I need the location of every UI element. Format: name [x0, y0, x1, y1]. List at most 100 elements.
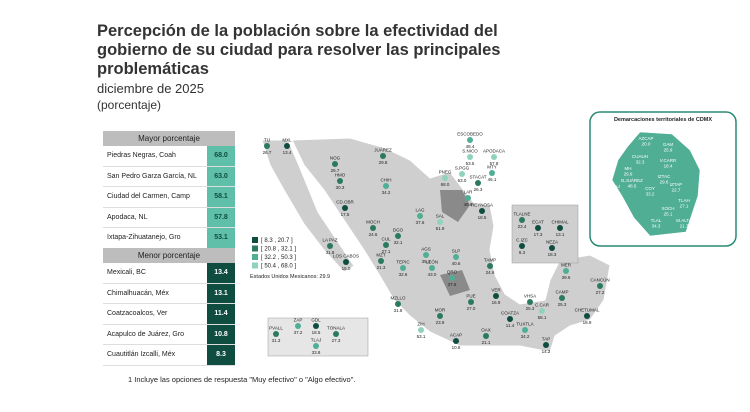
city-marker — [507, 316, 513, 322]
city-label: CHIMAL — [551, 220, 568, 225]
city-label: LA PAZ — [323, 238, 338, 243]
city-label: DGO — [393, 228, 404, 233]
district-label: V.CARR — [660, 158, 677, 163]
city-marker — [342, 205, 348, 211]
city-label: MXL — [282, 138, 292, 143]
city-marker — [273, 331, 279, 337]
district-value: 29.6 — [660, 180, 669, 185]
bottom-table: Menor porcentaje Mexicali, BC 13.4 Chimalhu… — [103, 248, 235, 366]
city-label: TLAJ — [311, 338, 322, 343]
city-label: MZT — [376, 253, 385, 258]
table-header: Menor porcentaje — [103, 248, 235, 263]
city-name: Ciudad del Carmen, Camp — [107, 193, 190, 201]
city-value: 63.0 — [458, 178, 467, 183]
city-label: TLALNE — [513, 212, 530, 217]
city-name: Cuautitlán Izcalli, Méx — [107, 351, 176, 359]
city-value: 63.0 — [207, 166, 235, 186]
city-value: 18.9 — [583, 320, 592, 325]
district-label: M.ALTA — [676, 218, 692, 223]
district-value: 25.9 — [664, 148, 673, 153]
city-label: TUXTLA — [516, 322, 533, 327]
city-label: NEZA — [546, 240, 558, 245]
city-value: 17.5 — [341, 212, 350, 217]
city-label: COATZA — [501, 311, 519, 316]
city-marker — [557, 225, 563, 231]
city-label: LAG — [415, 208, 425, 213]
city-name: Coatzacoalcos, Ver — [107, 310, 168, 318]
city-value: 40.6 — [452, 261, 461, 266]
city-marker — [491, 154, 497, 160]
city-marker — [437, 313, 443, 319]
table-row: Piedras Negras, Coah 68.0 — [103, 146, 235, 167]
cdmx-shape — [611, 131, 701, 237]
city-name: Apodaca, NL — [107, 213, 148, 221]
city-label: CHIH — [381, 178, 392, 183]
city-label: MTY — [487, 165, 497, 170]
city-value: 37.5 — [448, 282, 457, 287]
city-marker — [378, 258, 384, 264]
table-header: Mayor porcentaje — [103, 131, 235, 146]
city-value: 58.1 — [207, 187, 235, 207]
city-name: Ixtapa-Zihuatanejo, Gro — [107, 234, 181, 242]
city-value: 13.4 — [283, 150, 292, 155]
city-label: TAMP — [484, 258, 496, 263]
district-label: B.JUÁREZ — [621, 177, 643, 183]
city-marker — [327, 243, 333, 249]
city-marker — [453, 254, 459, 260]
city-marker — [383, 183, 389, 189]
district-value: 33.5 — [610, 190, 619, 195]
city-value: 34.2 — [521, 334, 530, 339]
legend-label: [ 32.2 , 50.3 ] — [261, 255, 296, 261]
city-label: TIJ — [264, 138, 270, 143]
city-marker — [465, 195, 471, 201]
city-value: 46.1 — [488, 177, 497, 182]
city-marker — [332, 161, 338, 167]
district-label: AZCAP — [638, 136, 653, 141]
city-value: 68.0 — [441, 182, 450, 187]
city-marker — [264, 143, 270, 149]
city-label: CHETUMAL — [575, 308, 600, 313]
city-value: 26.7 — [331, 168, 340, 173]
city-marker — [423, 252, 429, 258]
city-marker — [493, 293, 499, 299]
city-label: CANCÚN — [590, 277, 609, 283]
city-label: APODACA — [483, 149, 505, 154]
city-value: 13.1 — [556, 232, 565, 237]
city-value: 39.6 — [562, 275, 571, 280]
city-value: 68.0 — [207, 146, 235, 166]
city-label: ZAP — [294, 318, 303, 323]
district-label: CUAJ — [608, 184, 620, 189]
city-value: 10.8 — [207, 324, 235, 344]
city-marker — [333, 331, 339, 337]
legend-label: [ 8.3 , 20.7 ] — [261, 238, 293, 244]
district-label: M.CONT — [609, 204, 627, 209]
city-marker — [559, 295, 565, 301]
country-shape — [291, 137, 611, 353]
city-value: 21.1 — [482, 340, 491, 345]
city-marker — [313, 343, 319, 349]
city-label: VHSA — [524, 294, 536, 299]
district-label: IZTAC — [658, 174, 671, 179]
district-value: 21.7 — [680, 224, 689, 229]
city-value: 24.6 — [369, 232, 378, 237]
city-marker — [467, 154, 473, 160]
subtitle-unit: (porcentaje) — [97, 98, 162, 112]
city-label: STACAT — [469, 175, 486, 180]
city-value: 27.3 — [332, 338, 341, 343]
city-marker — [479, 208, 485, 214]
city-label: JUÁREZ — [374, 147, 392, 153]
city-label: PUE — [466, 294, 475, 299]
district-value: 25.1 — [664, 212, 673, 217]
city-marker — [437, 219, 443, 225]
city-value: 53.1 — [417, 334, 426, 339]
city-value: 30.3 — [336, 185, 345, 190]
top-table: Mayor porcentaje Piedras Negras, Coah 68.0… — [103, 131, 235, 249]
city-value: 46.6 — [464, 202, 473, 207]
city-value: 27.2 — [596, 290, 605, 295]
city-label: NOG — [330, 156, 341, 161]
city-marker — [370, 225, 376, 231]
city-marker — [442, 175, 448, 181]
district-value: 33.2 — [646, 192, 655, 197]
